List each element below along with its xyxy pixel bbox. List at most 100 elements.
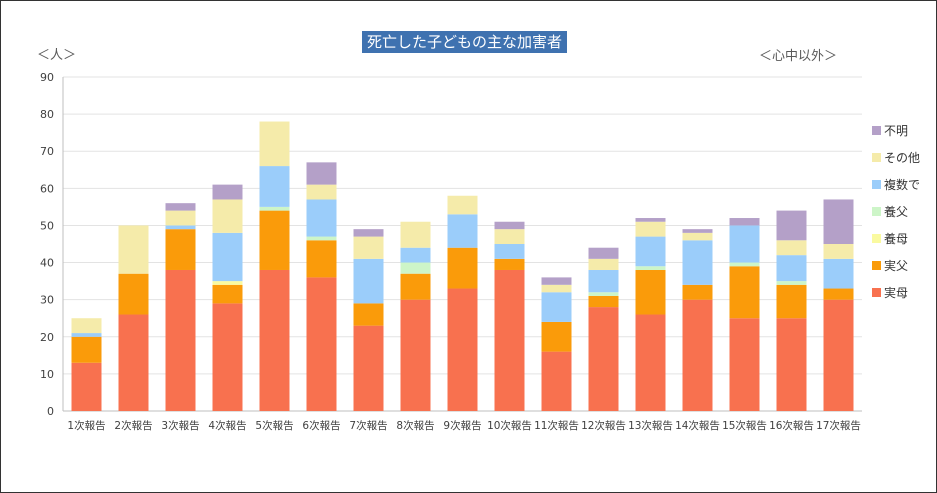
bar-segment-不明-4次報告: [212, 184, 243, 200]
bar-segment-不明-10次報告: [494, 221, 525, 230]
bar-segment-複数で-17次報告: [823, 258, 854, 289]
bar-segment-不明-16次報告: [776, 210, 807, 241]
bar-segment-その他-7次報告: [353, 236, 384, 259]
bar-segment-実父-10次報告: [494, 258, 525, 270]
bar-segment-複数で-13次報告: [635, 236, 666, 267]
bar-segment-実母-8次報告: [400, 299, 431, 411]
x-tick-label: 8次報告: [396, 419, 434, 432]
bar-segment-その他-12次報告: [588, 258, 619, 270]
bar-segment-その他-17次報告: [823, 244, 854, 259]
x-tick-label: 6次報告: [302, 419, 340, 432]
legend-swatch: [872, 234, 881, 243]
legend-label: 実母: [884, 286, 909, 300]
x-tick-label: 9次報告: [443, 419, 481, 432]
chart-note-label: ＜心中以外＞: [759, 49, 838, 64]
bar-segment-不明-6次報告: [306, 162, 337, 185]
x-tick-label: 3次報告: [161, 419, 199, 432]
bar-segment-複数で-4次報告: [212, 232, 243, 282]
legend-item-その他: その他: [872, 144, 920, 171]
x-tick-label: 15次報告: [722, 419, 767, 432]
bar-segment-実母-1次報告: [71, 362, 102, 411]
y-tick-label: 50: [40, 219, 54, 232]
x-tick-label: 2次報告: [114, 419, 152, 432]
bar-segment-その他-2次報告: [118, 225, 149, 274]
bar-segment-実母-7次報告: [353, 325, 384, 411]
legend-swatch: [872, 261, 881, 270]
bar-segment-不明-14次報告: [682, 229, 713, 233]
bar-segment-その他-11次報告: [541, 284, 572, 293]
bar-segment-養父-8次報告: [400, 262, 431, 274]
bar-segment-養父-15次報告: [729, 262, 760, 267]
bar-segment-実父-7次報告: [353, 303, 384, 326]
legend-item-養父: 養父: [872, 198, 920, 225]
y-tick-label: 70: [40, 145, 54, 158]
bar-segment-実父-4次報告: [212, 284, 243, 304]
bar-segment-実母-9次報告: [447, 288, 478, 411]
bar-segment-その他-5次報告: [259, 121, 290, 167]
y-tick-label: 10: [40, 368, 54, 381]
bar-segment-実母-17次報告: [823, 299, 854, 411]
bar-segment-実父-8次報告: [400, 273, 431, 300]
bar-segment-複数で-6次報告: [306, 199, 337, 237]
bar-segment-実母-11次報告: [541, 351, 572, 411]
bar-segment-実母-14次報告: [682, 299, 713, 411]
x-tick-label: 5次報告: [255, 419, 293, 432]
legend-label: 不明: [884, 124, 909, 138]
bar-segment-複数で-12次報告: [588, 269, 619, 293]
x-tick-label: 4次報告: [208, 419, 246, 432]
bar-segment-その他-9次報告: [447, 195, 478, 215]
bar-segment-実母-13次報告: [635, 314, 666, 411]
bar-segment-その他-10次報告: [494, 229, 525, 244]
x-tick-label: 12次報告: [581, 419, 626, 432]
legend-swatch: [872, 207, 881, 216]
bar-segment-不明-12次報告: [588, 247, 619, 259]
y-tick-label: 60: [40, 182, 54, 195]
bar-segment-複数で-9次報告: [447, 214, 478, 248]
bar-segment-複数で-3次報告: [165, 225, 196, 230]
bar-segment-複数で-8次報告: [400, 247, 431, 263]
legend-item-不明: 不明: [872, 117, 920, 144]
bar-segment-実父-5次報告: [259, 210, 290, 270]
bar-segment-実母-12次報告: [588, 307, 619, 411]
legend-swatch: [872, 288, 881, 297]
x-tick-label: 13次報告: [628, 419, 673, 432]
x-tick-label: 14次報告: [675, 419, 720, 432]
bar-segment-養母-4次報告: [212, 281, 243, 285]
legend-label: 実父: [884, 259, 909, 273]
bar-segment-その他-6次報告: [306, 184, 337, 200]
legend-label: その他: [884, 151, 921, 165]
legend-swatch: [872, 126, 881, 135]
bar-segment-実父-1次報告: [71, 336, 102, 363]
bar-segment-複数で-16次報告: [776, 255, 807, 282]
bar-segment-実父-12次報告: [588, 295, 619, 308]
y-tick-label: 40: [40, 257, 54, 270]
bar-segment-複数で-1次報告: [71, 333, 102, 337]
y-tick-label: 90: [40, 71, 54, 84]
x-tick-label: 7次報告: [349, 419, 387, 432]
bar-segment-その他-8次報告: [400, 221, 431, 248]
bar-segment-不明-17次報告: [823, 199, 854, 244]
bar-segment-養父-13次報告: [635, 266, 666, 270]
legend-label: 複数で: [884, 178, 921, 192]
chart-title: 死亡した子どもの主な加害者: [362, 31, 568, 53]
bar-segment-複数で-10次報告: [494, 244, 525, 259]
bar-segment-不明-15次報告: [729, 218, 760, 226]
bar-segment-実父-16次報告: [776, 284, 807, 319]
legend-item-実父: 実父: [872, 252, 920, 279]
bar-segment-その他-4次報告: [212, 199, 243, 233]
y-tick-label: 80: [40, 108, 54, 121]
x-tick-label: 1次報告: [67, 419, 105, 432]
legend-item-養母: 養母: [872, 225, 920, 252]
bar-segment-実父-6次報告: [306, 240, 337, 278]
bar-segment-その他-13次報告: [635, 221, 666, 237]
x-tick-label: 16次報告: [769, 419, 814, 432]
bar-segment-不明-7次報告: [353, 229, 384, 237]
legend-label: 養母: [884, 232, 909, 246]
bar-segment-実母-4次報告: [212, 303, 243, 411]
x-tick-label: 10次報告: [487, 419, 532, 432]
bar-segment-不明-11次報告: [541, 277, 572, 285]
bar-segment-実父-9次報告: [447, 247, 478, 289]
legend-item-実母: 実母: [872, 279, 920, 306]
bar-segment-その他-14次報告: [682, 232, 713, 241]
